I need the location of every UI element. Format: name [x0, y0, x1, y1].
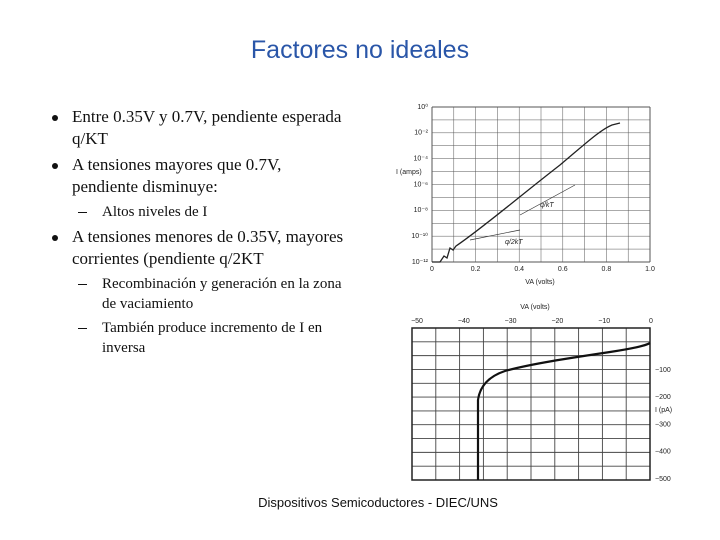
x-tick-label: 0.6	[558, 266, 568, 273]
sub-bullet: También produce incremento de I en inver…	[48, 318, 348, 358]
x-tick-label: −20	[551, 318, 563, 325]
y-tick-label: 10⁻¹²	[412, 259, 429, 266]
forward-plot: q/2kT q/kT VA (volts) I (amps) 1.0 0.8 0.6 0.4 0…	[396, 103, 655, 286]
plot-frame	[411, 327, 651, 481]
y-tick-label: −300	[655, 421, 671, 428]
bullet-text: A tensiones mayores que 0.7V, pendiente …	[72, 155, 282, 196]
sub-bullet: Altos niveles de I	[48, 202, 348, 222]
sub-bullet: Recombinación y generación en la zona de…	[48, 274, 348, 314]
bullet-marker	[52, 235, 58, 241]
annotation: q/2kT	[505, 239, 523, 246]
x-tick-label: 0	[430, 266, 434, 273]
x-tick-label: −40	[458, 318, 470, 325]
reverse-plot: I (pA) VA (volts) −500 −400 −300 −200 −100 0 −10…	[411, 304, 672, 483]
footer: Dispositivos Semicoductores - DIEC/UNS	[258, 495, 498, 510]
y-tick-label: −200	[655, 394, 671, 401]
x-tick-label: 0.8	[602, 266, 612, 273]
x-tick-label: 1.0	[645, 266, 655, 273]
bullet-list: Entre 0.35V y 0.7V, pendiente esperada q…	[48, 106, 348, 362]
slope-line	[519, 184, 576, 216]
bullet-text: Entre 0.35V y 0.7V, pendiente esperada q…	[72, 107, 342, 148]
sub-bullet-text: También produce incremento de I en inver…	[102, 320, 323, 356]
y-tick-label: −400	[655, 449, 671, 456]
x-axis-label: VA (volts)	[525, 279, 554, 286]
y-tick-label: 10⁻¹⁰	[411, 232, 428, 240]
y-axis-label: I (pA)	[655, 407, 672, 414]
sub-bullet-text: Altos niveles de I	[102, 204, 208, 220]
reverse-curve	[476, 342, 651, 480]
x-tick-label: −30	[505, 318, 517, 325]
y-tick-label: −100	[655, 367, 671, 374]
x-tick-label: 0.4	[514, 266, 524, 273]
y-tick-label: 10⁰	[417, 103, 428, 111]
bullet: A tensiones mayores que 0.7V, pendiente …	[48, 154, 348, 198]
y-tick-label: 10⁻⁴	[414, 156, 429, 163]
x-tick-label: 0.2	[471, 266, 481, 273]
slope-line	[469, 229, 521, 241]
sub-bullet-marker	[78, 212, 87, 213]
y-tick-label: 10⁻⁸	[414, 207, 428, 214]
sub-bullet-marker	[78, 328, 87, 329]
bullet: A tensiones menores de 0.35V, mayores co…	[48, 226, 348, 270]
slide-title: Factores no ideales	[250, 36, 470, 64]
sub-bullet-marker	[78, 284, 87, 285]
y-axis-label: I (amps)	[396, 169, 422, 176]
forward-curve	[432, 122, 621, 263]
annotation: q/kT	[540, 202, 554, 209]
x-tick-label: −10	[598, 318, 610, 325]
y-tick-label: −500	[655, 476, 671, 483]
bullet: Entre 0.35V y 0.7V, pendiente esperada q…	[48, 106, 348, 150]
x-tick-label: 0	[649, 318, 653, 325]
y-tick-label: 10⁻²	[414, 130, 428, 137]
bullet-marker	[52, 115, 58, 121]
sub-bullet-text: Recombinación y generación en la zona de…	[102, 276, 342, 312]
y-tick-label: 10⁻⁶	[414, 181, 428, 188]
x-axis-label: VA (volts)	[520, 304, 549, 311]
x-tick-label: −50	[411, 318, 423, 325]
bullet-marker	[52, 163, 58, 169]
bullet-text: A tensiones menores de 0.35V, mayores co…	[72, 227, 344, 268]
